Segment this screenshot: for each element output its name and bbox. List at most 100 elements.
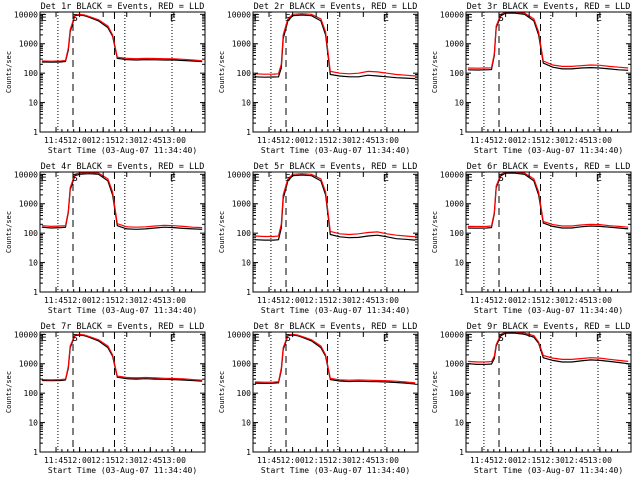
y-tick-label: 1 xyxy=(33,288,38,297)
interval-marker-label: E xyxy=(254,173,260,184)
x-tick-label: 12:45 xyxy=(138,456,162,465)
lld-series-line xyxy=(467,172,629,228)
x-tick-label: 12:30 xyxy=(115,296,139,305)
y-tick-label: 10 xyxy=(241,99,251,108)
interval-marker-label: E xyxy=(467,13,473,24)
x-tick-label: 11:45 xyxy=(44,456,68,465)
x-tick-label: 12:30 xyxy=(328,136,352,145)
plot-frame xyxy=(465,171,632,293)
x-tick-label: 13:00 xyxy=(588,296,612,305)
x-tick-label: 12:00 xyxy=(281,136,305,145)
y-tick-label: 10000 xyxy=(14,170,38,179)
y-tick-label: 10 xyxy=(28,99,38,108)
x-tick-label: 12:00 xyxy=(494,296,518,305)
panel-title: Det 4r BLACK = Events, RED = LLD xyxy=(41,162,205,172)
plot-frame xyxy=(252,331,419,453)
x-tick-label: 12:00 xyxy=(494,136,518,145)
interval-marker-label: E xyxy=(254,333,260,344)
interval-marker-label: S xyxy=(285,173,291,184)
x-tick-label: 13:00 xyxy=(162,136,186,145)
interval-marker-label: S xyxy=(498,173,504,184)
x-tick-label: 12:15 xyxy=(304,136,328,145)
x-tick-label: 13:00 xyxy=(375,296,399,305)
lld-series-line xyxy=(254,173,416,238)
y-tick-label: 1000 xyxy=(445,200,464,209)
x-axis-label: Start Time (03-Aug-07 11:34:40) xyxy=(261,466,410,475)
y-tick-label: 1 xyxy=(459,128,464,137)
interval-marker-label: E xyxy=(383,333,389,344)
y-axis-label: Counts/sec xyxy=(5,371,13,413)
lld-series-line xyxy=(254,13,416,77)
x-tick-label: 12:45 xyxy=(351,456,375,465)
y-tick-label: 1 xyxy=(33,128,38,137)
y-tick-label: 100 xyxy=(450,389,465,398)
y-tick-label: 10 xyxy=(454,419,464,428)
interval-marker-label: E xyxy=(254,13,260,24)
x-tick-label: 13:00 xyxy=(162,456,186,465)
x-tick-label: 12:30 xyxy=(115,136,139,145)
x-tick-label: 13:00 xyxy=(588,456,612,465)
interval-marker-label: E xyxy=(596,173,602,184)
x-axis-label: Start Time (03-Aug-07 11:34:40) xyxy=(474,146,623,155)
interval-marker-label: S xyxy=(285,13,291,24)
y-tick-label: 10 xyxy=(241,259,251,268)
interval-marker-label: S xyxy=(498,13,504,24)
x-tick-label: 12:15 xyxy=(517,296,541,305)
x-tick-label: 12:30 xyxy=(115,456,139,465)
x-tick-label: 12:00 xyxy=(68,296,92,305)
x-tick-label: 11:45 xyxy=(44,296,68,305)
interval-marker-label: E xyxy=(41,173,47,184)
y-tick-label: 1 xyxy=(246,288,251,297)
panel-title: Det 2r BLACK = Events, RED = LLD xyxy=(254,2,418,12)
y-tick-label: 10000 xyxy=(14,330,38,339)
interval-marker-label: E xyxy=(596,333,602,344)
lld-series-line xyxy=(41,333,203,381)
x-axis-label: Start Time (03-Aug-07 11:34:40) xyxy=(48,306,197,315)
x-axis-label: Start Time (03-Aug-07 11:34:40) xyxy=(48,466,197,475)
x-axis-label: Start Time (03-Aug-07 11:34:40) xyxy=(474,306,623,315)
y-tick-label: 10000 xyxy=(440,330,464,339)
x-tick-label: 12:00 xyxy=(281,456,305,465)
y-tick-label: 1 xyxy=(459,288,464,297)
x-tick-label: 12:45 xyxy=(138,136,162,145)
interval-marker-label: E xyxy=(170,333,176,344)
y-axis-label: Counts/sec xyxy=(431,211,439,253)
x-tick-label: 12:15 xyxy=(91,296,115,305)
y-tick-label: 1000 xyxy=(232,200,251,209)
x-axis-label: Start Time (03-Aug-07 11:34:40) xyxy=(474,466,623,475)
y-tick-label: 10000 xyxy=(227,330,251,339)
panel-title: Det 7r BLACK = Events, RED = LLD xyxy=(41,322,205,332)
x-tick-label: 12:30 xyxy=(541,136,565,145)
plot-frame xyxy=(465,331,632,453)
y-tick-label: 10000 xyxy=(227,10,251,19)
x-tick-label: 12:00 xyxy=(281,296,305,305)
x-tick-label: 12:30 xyxy=(328,296,352,305)
lld-series-line xyxy=(467,12,629,69)
events-series-line xyxy=(467,12,629,71)
x-tick-label: 11:45 xyxy=(257,136,281,145)
y-axis-label: Counts/sec xyxy=(218,211,226,253)
x-tick-label: 13:00 xyxy=(588,136,612,145)
x-tick-label: 12:45 xyxy=(564,296,588,305)
plot-frame xyxy=(252,11,419,133)
x-tick-label: 12:30 xyxy=(328,456,352,465)
panel-title: Det 8r BLACK = Events, RED = LLD xyxy=(254,322,418,332)
panel-title: Det 5r BLACK = Events, RED = LLD xyxy=(254,162,418,172)
x-tick-label: 12:45 xyxy=(351,136,375,145)
x-tick-label: 12:30 xyxy=(541,456,565,465)
interval-marker-label: E xyxy=(467,173,473,184)
x-tick-label: 11:45 xyxy=(44,136,68,145)
plot-frame xyxy=(39,171,206,293)
y-tick-label: 100 xyxy=(450,69,465,78)
y-tick-label: 1000 xyxy=(232,40,251,49)
x-tick-label: 13:00 xyxy=(375,456,399,465)
y-tick-label: 1000 xyxy=(232,360,251,369)
y-tick-label: 1 xyxy=(33,448,38,457)
x-tick-label: 12:15 xyxy=(91,456,115,465)
events-series-line xyxy=(41,14,203,63)
x-tick-label: 12:00 xyxy=(494,456,518,465)
interval-marker-label: E xyxy=(41,333,47,344)
